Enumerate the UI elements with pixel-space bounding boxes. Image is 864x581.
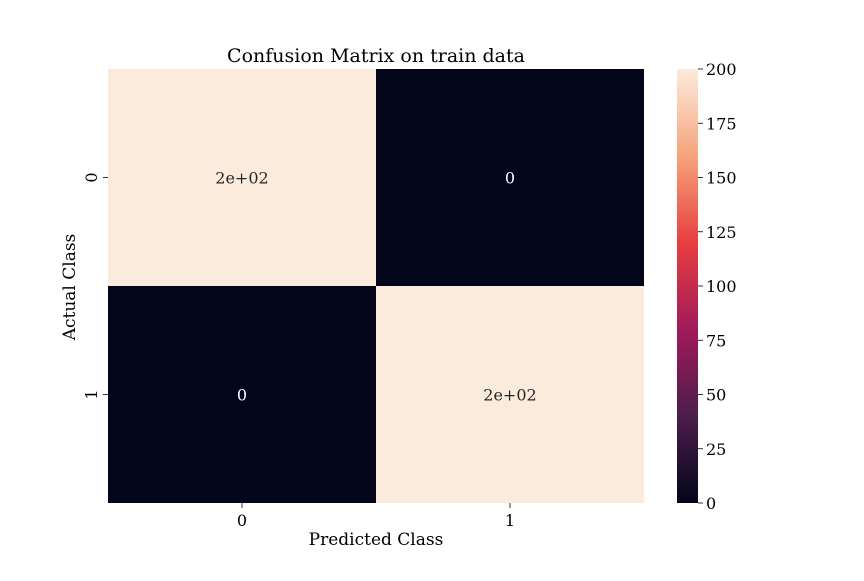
x-tick-label: 0 — [237, 511, 247, 530]
colorbar-tick-label: 125 — [706, 223, 737, 242]
colorbar-tick-label: 50 — [706, 386, 726, 405]
heatmap-cell-labels: 2e+02 0 0 2e+02 — [215, 169, 536, 405]
y-tick-label: 0 — [82, 172, 101, 182]
y-axis-label: Actual Class — [60, 234, 80, 342]
y-tick-label: 1 — [82, 389, 101, 399]
colorbar-tick-label: 0 — [706, 494, 716, 513]
heatmap-cell-0-1 — [376, 69, 644, 286]
cell-value-label-0-1: 0 — [505, 169, 515, 188]
heatmap-cell-1-0 — [108, 286, 376, 503]
colorbar-tick-label: 100 — [706, 277, 737, 296]
heatmap-cell-0-0 — [108, 69, 376, 286]
cell-value-label-1-0: 0 — [237, 386, 247, 405]
colorbar-ticks: 0 25 50 75 100 125 150 175 200 — [698, 60, 737, 513]
heatmap-cell-1-1 — [376, 286, 644, 503]
x-tick-label: 1 — [505, 511, 515, 530]
cell-value-label-0-0: 2e+02 — [215, 169, 268, 188]
colorbar-tick-label: 25 — [706, 440, 726, 459]
colorbar — [677, 69, 698, 503]
chart-title: Confusion Matrix on train data — [227, 45, 525, 67]
x-axis-label: Predicted Class — [309, 530, 444, 550]
heatmap-cells — [108, 69, 644, 503]
cell-value-label-1-1: 2e+02 — [483, 386, 536, 405]
colorbar-tick-label: 200 — [706, 60, 737, 79]
y-axis-ticks: 01 — [82, 172, 108, 400]
colorbar-tick-label: 175 — [706, 114, 737, 133]
colorbar-tick-label: 150 — [706, 169, 737, 188]
colorbar-tick-label: 75 — [706, 331, 726, 350]
